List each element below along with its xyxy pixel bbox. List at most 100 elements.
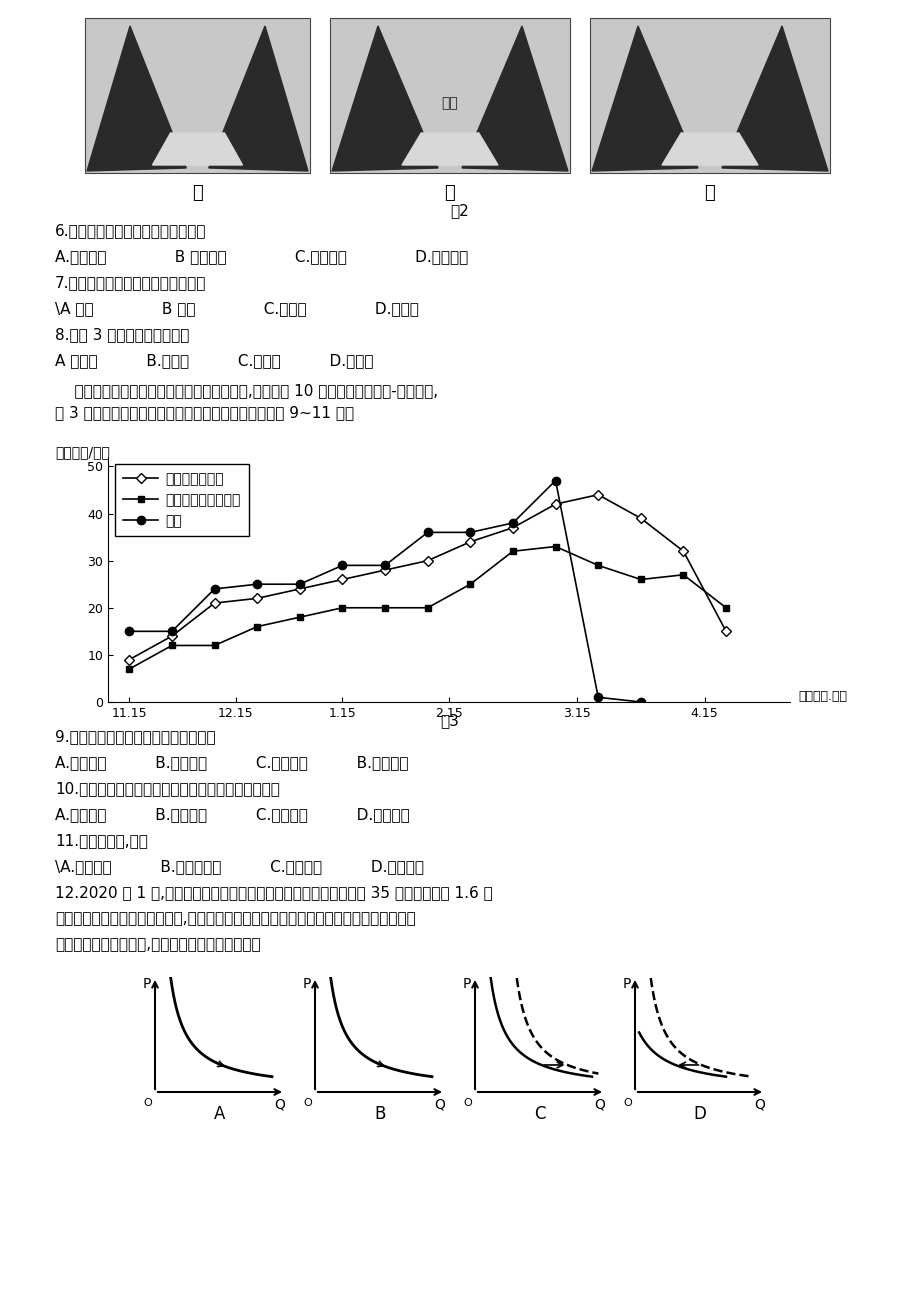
FancyBboxPatch shape: [589, 18, 829, 173]
Polygon shape: [461, 26, 567, 171]
裸地: [294, 577, 305, 592]
落叶松人工林地: [209, 595, 220, 611]
樟子松常绿原始林地: [550, 539, 561, 555]
裸地: [209, 581, 220, 596]
Polygon shape: [662, 133, 757, 165]
落叶松人工林地: [720, 624, 731, 639]
Text: 图2: 图2: [450, 203, 469, 219]
裸地: [550, 473, 561, 488]
裸地: [252, 577, 263, 592]
Text: 变化。不考虑其他因素,正确反映这一变化的图示是: 变化。不考虑其他因素,正确反映这一变化的图示是: [55, 937, 260, 953]
Polygon shape: [332, 26, 437, 171]
Text: 图 3 为种地面积雪厚度随时间变化的状况图。据此完成 9~11 题。: 图 3 为种地面积雪厚度随时间变化的状况图。据此完成 9~11 题。: [55, 405, 354, 421]
Text: O: O: [143, 1098, 153, 1108]
Text: 11.与裸地相比,林地: 11.与裸地相比,林地: [55, 833, 148, 849]
樟子松常绿原始林地: [166, 638, 177, 654]
Polygon shape: [209, 26, 308, 171]
Text: P: P: [142, 976, 151, 991]
Polygon shape: [402, 133, 497, 165]
裸地: [464, 525, 475, 540]
落叶松人工林地: [294, 581, 305, 596]
Text: P: P: [302, 976, 311, 991]
落叶松人工林地: [635, 510, 646, 526]
Polygon shape: [87, 26, 186, 171]
Text: A.流水侵蚀              B 冰川侵蚀              C.风力侵蚀              D.海浪侵蚀: A.流水侵蚀 B 冰川侵蚀 C.风力侵蚀 D.海浪侵蚀: [55, 250, 468, 264]
樟子松常绿原始林地: [294, 609, 305, 625]
Text: O: O: [623, 1098, 631, 1108]
樟子松常绿原始林地: [677, 566, 688, 582]
樟子松常绿原始林地: [635, 572, 646, 587]
裸地: [422, 525, 433, 540]
Text: 甲: 甲: [192, 184, 203, 202]
Text: 丙: 丙: [704, 184, 715, 202]
Text: 乙: 乙: [444, 184, 455, 202]
Text: 积雪厚度/厘米: 积雪厚度/厘米: [55, 445, 109, 460]
樟子松常绿原始林地: [209, 638, 220, 654]
Text: 7.图示地区还容易形成的地理事物是: 7.图示地区还容易形成的地理事物是: [55, 276, 206, 290]
Polygon shape: [591, 26, 698, 171]
Legend: 落叶松人工林地, 樟子松常绿原始林地, 裸地: 落叶松人工林地, 樟子松常绿原始林地, 裸地: [115, 464, 248, 536]
落叶松人工林地: [380, 562, 391, 578]
Line: 裸地: 裸地: [125, 477, 644, 706]
裸地: [380, 557, 391, 573]
樟子松常绿原始林地: [422, 600, 433, 616]
Text: 某年我国某科研队在某实验区选择三种地面,观测了近 10 场降雪的地面积雪-融雪过程,: 某年我国某科研队在某实验区选择三种地面,观测了近 10 场降雪的地面积雪-融雪过…: [55, 384, 437, 398]
樟子松常绿原始林地: [592, 557, 603, 573]
Text: Q: Q: [754, 1098, 765, 1112]
樟子松常绿原始林地: [507, 543, 518, 559]
Text: 12.2020 年 1 月,国务院出台文件鼓励有条件的地区对农村居民购买 35 吨及以下货车 1.6 升: 12.2020 年 1 月,国务院出台文件鼓励有条件的地区对农村居民购买 35 …: [55, 885, 493, 901]
Text: A 申乙丙          B.甲丙乙          C.乙甲丙          D.乙丙甲: A 申乙丙 B.甲丙乙 C.乙甲丙 D.乙丙甲: [55, 354, 373, 368]
Text: 日期（月.日）: 日期（月.日）: [797, 690, 846, 703]
Text: O: O: [303, 1098, 312, 1108]
Text: P: P: [622, 976, 630, 991]
Polygon shape: [721, 26, 827, 171]
樟子松常绿原始林地: [252, 618, 263, 634]
落叶松人工林地: [592, 487, 603, 503]
落叶松人工林地: [336, 572, 347, 587]
Text: C: C: [534, 1105, 545, 1124]
FancyBboxPatch shape: [85, 18, 310, 173]
Text: P: P: [462, 976, 471, 991]
裸地: [592, 690, 603, 706]
落叶松人工林地: [166, 629, 177, 644]
Text: 6.丙图中谷地形成的主要外力作用是: 6.丙图中谷地形成的主要外力作用是: [55, 224, 206, 238]
Text: \A 峡湾              B 溶洞              C.冲积扇              D.蘑菇石: \A 峡湾 B 溶洞 C.冲积扇 D.蘑菇石: [55, 302, 418, 316]
Text: 9.该试验区最有可能位于我国的地区是: 9.该试验区最有可能位于我国的地区是: [55, 729, 215, 745]
落叶松人工林地: [507, 519, 518, 535]
FancyBboxPatch shape: [330, 18, 570, 173]
Text: 及以下排量乘用车给予补贴奖励,这可能引发政策实施地区农村居民对相关车型的需求发生: 及以下排量乘用车给予补贴奖励,这可能引发政策实施地区农村居民对相关车型的需求发生: [55, 911, 415, 927]
樟子松常绿原始林地: [336, 600, 347, 616]
裸地: [635, 694, 646, 710]
Text: 10.影响实验区内三种地面积雪深度差异的主要因素是: 10.影响实验区内三种地面积雪深度差异的主要因素是: [55, 781, 279, 797]
樟子松常绿原始林地: [124, 661, 135, 677]
Text: 图3: 图3: [440, 713, 459, 729]
裸地: [336, 557, 347, 573]
Line: 落叶松人工林地: 落叶松人工林地: [126, 491, 729, 663]
Text: A: A: [214, 1105, 225, 1124]
落叶松人工林地: [252, 591, 263, 607]
Text: B: B: [374, 1105, 385, 1124]
Text: A.华北地区          B.东北地区          C.西南地区          B.西北地区: A.华北地区 B.东北地区 C.西南地区 B.西北地区: [55, 755, 408, 771]
Text: Q: Q: [594, 1098, 605, 1112]
Line: 樟子松常绿原始林地: 樟子松常绿原始林地: [126, 543, 729, 673]
裸地: [166, 624, 177, 639]
Text: Q: Q: [274, 1098, 285, 1112]
落叶松人工林地: [422, 553, 433, 569]
Text: Q: Q: [434, 1098, 445, 1112]
Text: O: O: [463, 1098, 471, 1108]
裸地: [507, 516, 518, 531]
Polygon shape: [153, 133, 243, 165]
Text: D: D: [693, 1105, 706, 1124]
落叶松人工林地: [550, 496, 561, 512]
Text: A.降雪总量          B.山地坡向          C.林冠截留          D.林内风速: A.降雪总量 B.山地坡向 C.林冠截留 D.林内风速: [55, 807, 409, 823]
樟子松常绿原始林地: [720, 600, 731, 616]
落叶松人工林地: [124, 652, 135, 668]
Text: 冰川: 冰川: [441, 96, 458, 111]
Text: 8.图示 3 个时期的先后顺序是: 8.图示 3 个时期的先后顺序是: [55, 328, 189, 342]
裸地: [124, 624, 135, 639]
樟子松常绿原始林地: [380, 600, 391, 616]
樟子松常绿原始林地: [464, 577, 475, 592]
落叶松人工林地: [677, 543, 688, 559]
落叶松人工林地: [464, 534, 475, 549]
Text: \A.降温较快          B.增加融雪量          C.加速融雪          D.延长春汛: \A.降温较快 B.增加融雪量 C.加速融雪 D.延长春汛: [55, 859, 424, 875]
